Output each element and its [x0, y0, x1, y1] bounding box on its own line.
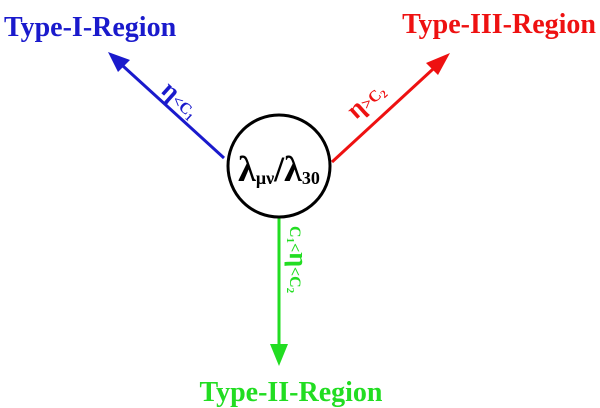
type1-condition: η<C1 — [156, 75, 206, 124]
center-circle — [226, 113, 332, 219]
type2-region-label: Type-II-Region — [199, 377, 382, 408]
center-ratio: λμν/λ30 — [238, 149, 320, 189]
type2-arrow — [270, 215, 288, 366]
type3-region-label: Type-III-Region — [402, 9, 596, 40]
type2-condition: C1<η<C2 — [284, 226, 313, 294]
type3-condition: η>C2 — [341, 75, 391, 124]
type1-region-label: Type-I-Region — [4, 12, 177, 43]
type1-arrow — [108, 52, 226, 160]
type3-arrow — [330, 53, 450, 164]
